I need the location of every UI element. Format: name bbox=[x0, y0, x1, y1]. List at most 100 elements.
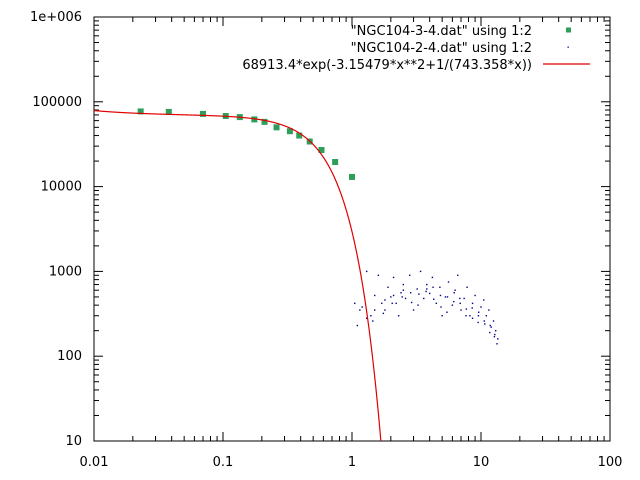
data-point bbox=[387, 286, 389, 288]
data-point bbox=[402, 283, 405, 286]
data-point bbox=[488, 309, 490, 311]
data-point bbox=[428, 292, 431, 295]
y-tick-label: 100 bbox=[57, 349, 82, 364]
data-point bbox=[137, 108, 144, 115]
data-point bbox=[471, 307, 473, 309]
data-point bbox=[465, 315, 467, 317]
data-point bbox=[384, 309, 386, 311]
data-point bbox=[374, 309, 376, 311]
data-point bbox=[426, 288, 428, 290]
data-point bbox=[410, 301, 413, 304]
data-point bbox=[469, 315, 471, 317]
x-tick-label: 0.01 bbox=[80, 455, 109, 470]
data-point bbox=[273, 124, 280, 131]
data-point bbox=[480, 306, 482, 308]
data-point bbox=[451, 304, 454, 306]
data-point bbox=[463, 297, 465, 300]
data-point bbox=[477, 321, 479, 324]
data-point bbox=[365, 270, 368, 273]
data-point bbox=[318, 147, 325, 154]
data-point bbox=[483, 320, 485, 322]
data-point bbox=[417, 304, 419, 306]
data-point bbox=[418, 293, 420, 295]
data-point bbox=[286, 128, 293, 135]
data-point bbox=[391, 302, 393, 305]
data-point bbox=[433, 298, 435, 300]
y-tick-label: 10000 bbox=[41, 180, 82, 195]
x-tick-label: 0.1 bbox=[213, 455, 234, 470]
data-point bbox=[471, 302, 474, 305]
data-point bbox=[332, 159, 339, 166]
x-tick-label: 10 bbox=[473, 455, 490, 470]
axis-ticks bbox=[93, 16, 611, 442]
data-point bbox=[397, 315, 400, 317]
y-tick-label: 1e+006 bbox=[30, 10, 82, 25]
data-point bbox=[453, 300, 455, 303]
y-tick-label: 10 bbox=[65, 434, 82, 449]
data-point bbox=[439, 294, 442, 297]
legend-label: "NGC104-3-4.dat" using 1:2 bbox=[351, 24, 532, 39]
data-point bbox=[446, 296, 449, 298]
axis-tick-labels: 0.01 0.1 1 10 100 10 100 1000 10000 100000 1e+006 bbox=[30, 10, 622, 470]
data-point bbox=[441, 315, 443, 317]
data-point bbox=[440, 306, 442, 308]
data-point bbox=[466, 286, 468, 288]
legend-label: "NGC104-2-4.dat" using 1:2 bbox=[351, 41, 532, 56]
data-point bbox=[471, 317, 474, 319]
data-point bbox=[483, 299, 485, 301]
data-point bbox=[459, 297, 461, 300]
data-point bbox=[419, 270, 422, 273]
data-point bbox=[457, 274, 459, 276]
data-point bbox=[382, 312, 385, 315]
data-point bbox=[453, 292, 455, 294]
data-point bbox=[165, 108, 172, 115]
data-point bbox=[460, 309, 462, 311]
x-tick-label: 100 bbox=[598, 455, 623, 470]
data-point bbox=[390, 296, 392, 298]
data-point bbox=[432, 286, 434, 288]
legend-marker bbox=[566, 27, 571, 33]
data-point bbox=[489, 324, 491, 327]
data-point bbox=[465, 308, 468, 310]
data-point bbox=[359, 309, 361, 311]
data-point bbox=[478, 311, 480, 313]
data-point bbox=[200, 110, 207, 117]
data-point bbox=[365, 317, 368, 319]
data-point bbox=[401, 296, 403, 298]
data-point bbox=[435, 302, 437, 305]
data-point bbox=[484, 323, 486, 325]
data-point bbox=[459, 302, 461, 305]
series-layer bbox=[94, 108, 499, 441]
data-point bbox=[423, 297, 425, 300]
data-point bbox=[392, 276, 395, 279]
data-point bbox=[431, 276, 434, 279]
data-point bbox=[261, 118, 268, 125]
data-point bbox=[374, 294, 376, 297]
data-point bbox=[426, 283, 428, 286]
data-point bbox=[392, 294, 395, 297]
data-point bbox=[497, 338, 499, 340]
data-point bbox=[496, 343, 498, 345]
data-point bbox=[489, 331, 491, 334]
data-point bbox=[251, 116, 258, 123]
data-point bbox=[439, 286, 441, 288]
data-point bbox=[296, 132, 303, 139]
data-point bbox=[416, 288, 418, 290]
data-point bbox=[474, 294, 476, 297]
data-point bbox=[494, 333, 496, 336]
data-point bbox=[349, 173, 355, 180]
legend-marker bbox=[567, 46, 569, 48]
data-point bbox=[447, 281, 450, 283]
legend-label: 68913.4*exp(-3.15479*x**2+1/(743.358*x)) bbox=[242, 58, 532, 73]
data-point bbox=[477, 315, 480, 317]
data-point bbox=[425, 290, 427, 293]
data-point bbox=[356, 324, 359, 327]
data-point bbox=[354, 302, 356, 305]
data-point bbox=[370, 315, 372, 317]
data-point bbox=[409, 292, 412, 294]
data-point bbox=[412, 309, 415, 311]
data-point bbox=[361, 306, 363, 308]
data-point bbox=[402, 289, 405, 291]
fit-curve bbox=[94, 109, 382, 441]
